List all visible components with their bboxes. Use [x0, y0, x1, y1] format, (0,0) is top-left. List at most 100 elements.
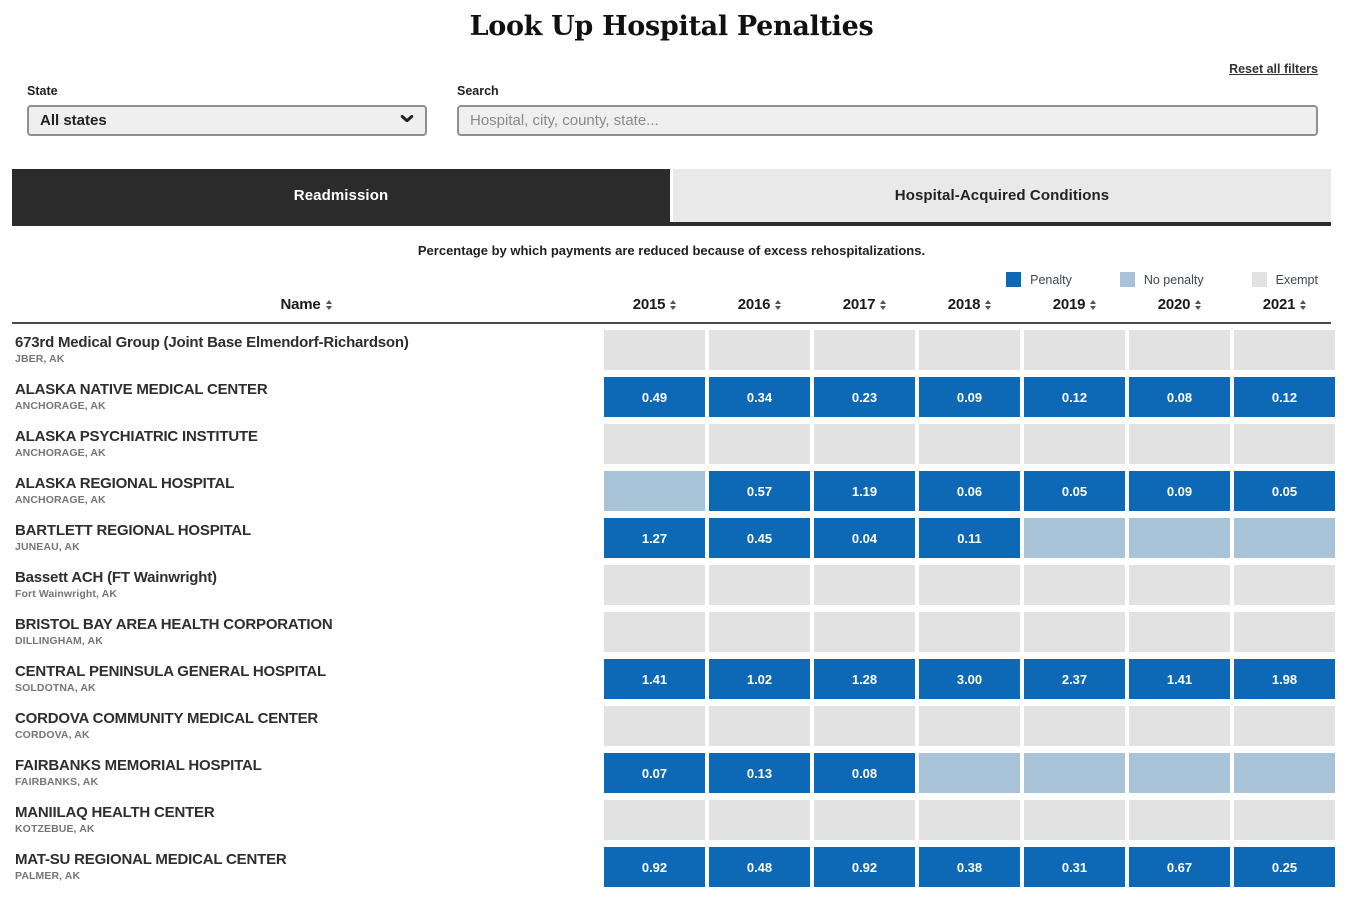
penalty-cell [1234, 800, 1335, 840]
penalty-cell [1024, 612, 1125, 652]
search-input[interactable] [457, 105, 1318, 136]
hospital-name: Bassett ACH (FT Wainwright) [15, 568, 217, 586]
table-row: 673rd Medical Group (Joint Base Elmendor… [12, 330, 1335, 370]
penalty-cell: 0.38 [919, 847, 1020, 887]
table-header-row: Name 2015 2016 2017 2018 2019 2020 2021 [12, 296, 1331, 324]
penalty-cell [604, 800, 705, 840]
penalty-cell [709, 424, 810, 464]
penalty-cell: 0.45 [709, 518, 810, 558]
penalty-cell [604, 471, 705, 511]
table-row: ALASKA PSYCHIATRIC INSTITUTE ANCHORAGE, … [12, 424, 1335, 464]
penalty-cell [1024, 330, 1125, 370]
penalty-cell: 1.19 [814, 471, 915, 511]
penalty-cell: 0.08 [1129, 377, 1230, 417]
hospital-location: JUNEAU, AK [15, 541, 80, 554]
hospital-location: DILLINGHAM, AK [15, 635, 103, 648]
column-header-year[interactable]: 2020 [1129, 296, 1230, 313]
hospital-name: CENTRAL PENINSULA GENERAL HOSPITAL [15, 662, 326, 680]
column-header-year[interactable]: 2017 [814, 296, 915, 313]
penalty-cell [919, 800, 1020, 840]
hospital-name-cell: FAIRBANKS MEMORIAL HOSPITAL FAIRBANKS, A… [12, 757, 600, 789]
sort-icon [880, 299, 887, 310]
column-header-year[interactable]: 2021 [1234, 296, 1335, 313]
table-row: ALASKA REGIONAL HOSPITAL ANCHORAGE, AK 0… [12, 471, 1335, 511]
hospital-name: CORDOVA COMMUNITY MEDICAL CENTER [15, 709, 319, 727]
hospital-location: CORDOVA, AK [15, 729, 90, 742]
penalty-cell: 0.67 [1129, 847, 1230, 887]
legend-label: Penalty [1030, 272, 1072, 287]
penalty-cell [1024, 706, 1125, 746]
filter-bar: State All states Search [12, 84, 1331, 136]
penalty-cell: 0.06 [919, 471, 1020, 511]
penalty-cell: 0.12 [1234, 377, 1335, 417]
hospital-name-cell: MAT-SU REGIONAL MEDICAL CENTER PALMER, A… [12, 851, 600, 882]
hospital-name-cell: BRISTOL BAY AREA HEALTH CORPORATION DILL… [12, 615, 600, 648]
penalty-cell: 0.92 [814, 847, 915, 887]
chevron-down-icon [400, 116, 414, 125]
table-row: Bassett ACH (FT Wainwright) Fort Wainwri… [12, 565, 1335, 605]
state-select[interactable]: All states [27, 105, 427, 136]
table-row: MANIILAQ HEALTH CENTER KOTZEBUE, AK [12, 800, 1335, 840]
penalty-cell [1234, 612, 1335, 652]
penalty-cell [1129, 518, 1230, 558]
penalty-cell [1129, 706, 1230, 746]
tab-hospital-acquired-conditions[interactable]: Hospital-Acquired Conditions [673, 169, 1331, 222]
penalty-cell [604, 706, 705, 746]
reset-all-filters-link[interactable]: Reset all filters [1229, 62, 1318, 76]
penalty-cell: 1.41 [1129, 659, 1230, 699]
penalty-cell [1129, 565, 1230, 605]
penalty-cell: 1.27 [604, 518, 705, 558]
reset-row: Reset all filters [12, 62, 1331, 77]
penalty-swatch [1006, 272, 1022, 287]
sort-icon [1195, 299, 1202, 310]
hospital-location: Fort Wainwright, AK [15, 588, 118, 601]
legend: Penalty No penalty Exempt [12, 272, 1331, 287]
page-title: Look Up Hospital Penalties [469, 11, 874, 42]
penalty-cell [814, 800, 915, 840]
penalty-cell [709, 612, 810, 652]
table-caption: Percentage by which payments are reduced… [417, 243, 926, 258]
table-row: MAT-SU REGIONAL MEDICAL CENTER PALMER, A… [12, 847, 1335, 887]
penalty-cell [1024, 424, 1125, 464]
column-header-year[interactable]: 2019 [1024, 296, 1125, 313]
penalty-cell: 0.08 [814, 753, 915, 793]
sort-icon [775, 299, 782, 310]
hospital-location: JBER, AK [15, 353, 65, 366]
hospital-name-cell: CENTRAL PENINSULA GENERAL HOSPITAL SOLDO… [12, 662, 600, 694]
column-header-year[interactable]: 2018 [919, 296, 1020, 313]
penalty-cell: 0.92 [604, 847, 705, 887]
penalty-cell: 0.07 [604, 753, 705, 793]
penalty-cell [1024, 565, 1125, 605]
hospital-name-cell: MANIILAQ HEALTH CENTER KOTZEBUE, AK [12, 803, 600, 836]
penalty-cell: 0.05 [1024, 471, 1125, 511]
hospital-name: MANIILAQ HEALTH CENTER [15, 803, 215, 821]
table-body: 673rd Medical Group (Joint Base Elmendor… [12, 330, 1335, 887]
hospital-location: ANCHORAGE, AK [15, 447, 106, 460]
hospital-location: ANCHORAGE, AK [15, 400, 106, 413]
state-select-value: All states [40, 112, 107, 129]
column-header-year[interactable]: 2015 [604, 296, 705, 313]
table-row: ALASKA NATIVE MEDICAL CENTER ANCHORAGE, … [12, 377, 1335, 417]
penalty-cell [1129, 753, 1230, 793]
column-header-name[interactable]: Name [12, 296, 600, 313]
penalty-cell [1234, 565, 1335, 605]
state-filter-group: State All states [27, 84, 427, 136]
penalty-cell [1024, 753, 1125, 793]
tab-readmission[interactable]: Readmission [12, 169, 670, 222]
hospital-name: BARTLETT REGIONAL HOSPITAL [15, 521, 251, 539]
penalty-cell [1234, 753, 1335, 793]
legend-label: No penalty [1143, 272, 1204, 287]
penalty-cell [814, 612, 915, 652]
penalty-cell: 3.00 [919, 659, 1020, 699]
penalty-cell [604, 565, 705, 605]
penalty-cell: 1.41 [604, 659, 705, 699]
penalty-cell: 1.28 [814, 659, 915, 699]
tab-bar: Readmission Hospital-Acquired Conditions [12, 169, 1331, 226]
hospital-location: FAIRBANKS, AK [15, 776, 99, 789]
hospital-name: BRISTOL BAY AREA HEALTH CORPORATION [15, 615, 333, 633]
sort-icon [1300, 299, 1307, 310]
penalty-cell [604, 330, 705, 370]
column-header-year[interactable]: 2016 [709, 296, 810, 313]
legend-item-no-penalty: No penalty [1119, 272, 1204, 287]
hospital-location: KOTZEBUE, AK [15, 823, 95, 836]
